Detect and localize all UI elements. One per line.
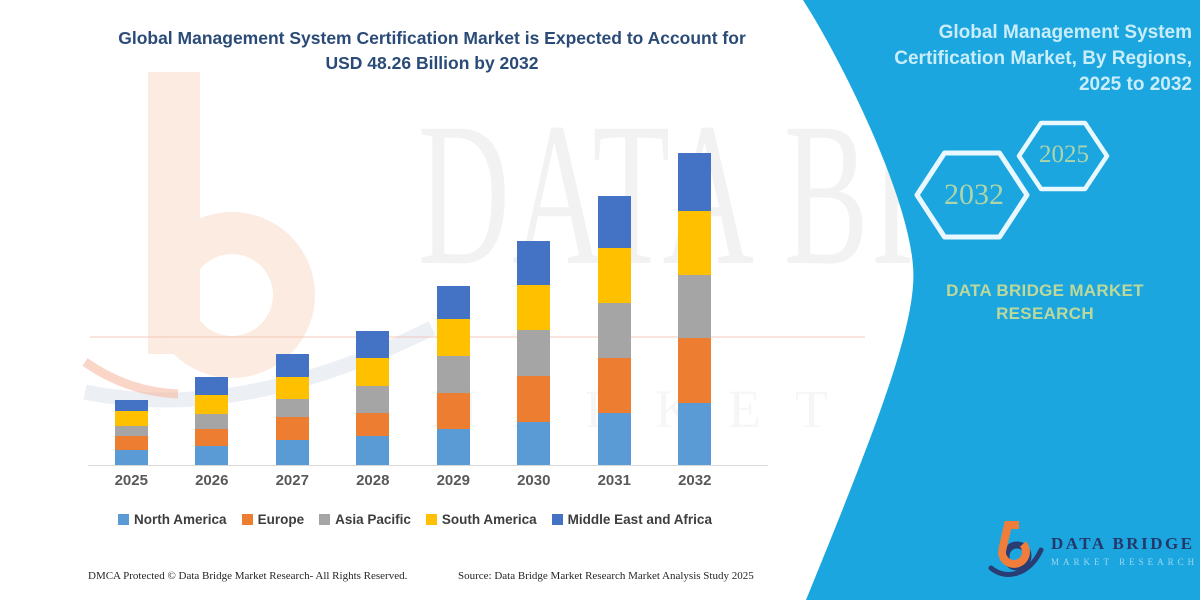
chart-title-line2: USD 48.26 Billion by 2032 [325,53,539,74]
bar-2026 [195,140,229,465]
legend-swatch-icon [241,514,253,525]
x-axis-line [88,465,768,466]
axis-label-2032: 2032 [678,472,712,489]
legend-swatch-icon [319,514,331,525]
segment-asia-pacific [436,356,470,393]
legend-label: Europe [257,512,305,527]
axis-label-2030: 2030 [517,472,551,489]
logo-name: DATA BRIDGE [1051,533,1195,553]
data-bridge-logo: DATA BRIDGE MARKET RESEARCH [983,518,1198,582]
segment-europe [597,358,631,414]
axis-label-2029: 2029 [436,472,470,489]
panel-brand-text: DATA BRIDGE MARKET RESEARCH [946,281,1144,323]
segment-south-america [678,211,712,275]
segment-asia-pacific [195,413,229,430]
segment-asia-pacific [275,399,309,418]
segment-middle-east-and-africa [275,353,309,377]
axis-label-2025: 2025 [114,472,148,489]
legend-item-asia-pacific: Asia Pacific [319,512,411,527]
legend-swatch-icon [425,514,437,525]
chart-title: Global Management System Certification M… [58,26,806,77]
panel-title: Global Management System Certification M… [894,22,1192,96]
watermark-swoosh-accent [82,358,179,399]
segment-middle-east-and-africa [356,331,390,358]
segment-south-america [517,284,551,330]
segment-north-america [517,421,551,465]
bar-2027 [275,140,309,465]
segment-north-america [678,402,712,465]
hexagon-label-2025: 2025 [1039,141,1089,168]
x-axis-labels: 2025 2026 2027 2028 2029 2030 2031 2032 [91,472,735,489]
segment-south-america [275,376,309,400]
legend-label: South America [441,512,537,527]
segment-north-america [114,449,148,465]
legend-item-north-america: North America [118,512,227,527]
legend-label: Asia Pacific [335,512,411,527]
segment-north-america [436,429,470,465]
segment-asia-pacific [356,386,390,413]
segment-asia-pacific [517,329,551,377]
segment-europe [517,376,551,422]
segment-europe [678,338,712,403]
axis-label-2027: 2027 [275,472,309,489]
source-text: Source: Data Bridge Market Research Mark… [458,570,754,582]
axis-label-2028: 2028 [356,472,390,489]
data-bridge-logo-icon [988,521,1044,577]
bar-2031 [597,140,631,465]
chart-legend: North America Europe Asia Pacific South Ame… [60,512,770,527]
hexagon-2025-icon [1016,120,1110,192]
segment-asia-pacific [678,274,712,339]
bar-2030 [517,140,551,465]
segment-europe [356,412,390,436]
data-bridge-logo-text: DATA BRIDGE MARKET RESEARCH [1051,534,1198,567]
segment-europe [114,435,148,450]
segment-middle-east-and-africa [114,399,148,412]
segment-north-america [275,439,309,465]
bar-chart-plot-area [91,140,735,465]
bar-2029 [436,140,470,465]
legend-item-europe: Europe [241,512,305,527]
legend-label: Middle East and Africa [567,512,712,527]
segment-europe [275,417,309,440]
segment-south-america [195,395,229,414]
segment-middle-east-and-africa [517,241,551,285]
segment-south-america [114,411,148,427]
segment-asia-pacific [114,426,148,436]
segment-middle-east-and-africa [436,286,470,320]
segment-south-america [597,248,631,304]
logo-subtitle: MARKET RESEARCH [1051,556,1199,567]
bar-2032 [678,140,712,465]
legend-swatch-icon [551,514,563,525]
legend-item-middle-east-and-africa: Middle East and Africa [551,512,712,527]
segment-north-america [597,413,631,465]
segment-europe [436,392,470,430]
segment-middle-east-and-africa [195,377,229,396]
segment-north-america [356,435,390,465]
hexagon-label-2032: 2032 [944,178,1004,211]
axis-label-2026: 2026 [195,472,229,489]
axis-label-2031: 2031 [597,472,631,489]
segment-europe [195,429,229,446]
segment-south-america [436,319,470,357]
chart-title-line1: Global Management System Certification M… [118,28,746,48]
bar-2028 [356,140,390,465]
legend-item-south-america: South America [425,512,537,527]
hexagon-2032-icon [914,150,1030,240]
bar-2025 [114,140,148,465]
watermark-b-bowl [149,212,315,378]
legend-label: North America [134,512,227,527]
segment-asia-pacific [597,303,631,359]
dmca-copyright-text: DMCA Protected © Data Bridge Market Rese… [88,570,408,582]
segment-middle-east-and-africa [678,152,712,212]
watermark-line [90,336,865,338]
segment-south-america [356,357,390,387]
segment-middle-east-and-africa [597,196,631,249]
legend-swatch-icon [118,514,130,525]
segment-north-america [195,445,229,465]
